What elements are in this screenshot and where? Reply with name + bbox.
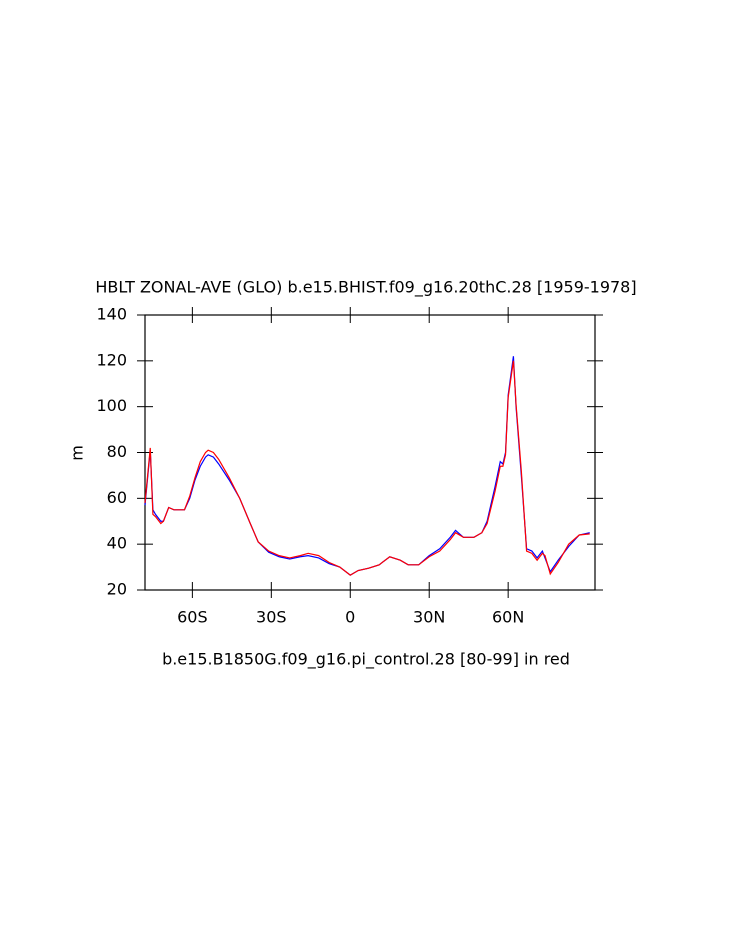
data-line <box>144 356 590 576</box>
x-tick-label: 0 <box>345 608 355 627</box>
y-tick-label: 20 <box>107 580 127 599</box>
x-tick-label: 60N <box>492 608 524 627</box>
x-tick-label: 30S <box>256 608 287 627</box>
y-tick-label: 120 <box>96 350 127 369</box>
chart-title: HBLT ZONAL-AVE (GLO) b.e15.BHIST.f09_g16… <box>95 278 636 298</box>
y-axis-label: m <box>68 445 87 461</box>
y-tick-label: 80 <box>107 442 127 461</box>
y-tick-label: 60 <box>107 488 127 507</box>
y-tick-label: 140 <box>96 305 127 324</box>
chart-subtitle: b.e15.B1850G.f09_g16.pi_control.28 [80-9… <box>162 650 570 670</box>
x-tick-label: 30N <box>413 608 445 627</box>
data-line <box>144 360 590 576</box>
y-tick-label: 40 <box>107 534 127 553</box>
y-tick-label: 100 <box>96 396 127 415</box>
x-tick-label: 60S <box>177 608 208 627</box>
